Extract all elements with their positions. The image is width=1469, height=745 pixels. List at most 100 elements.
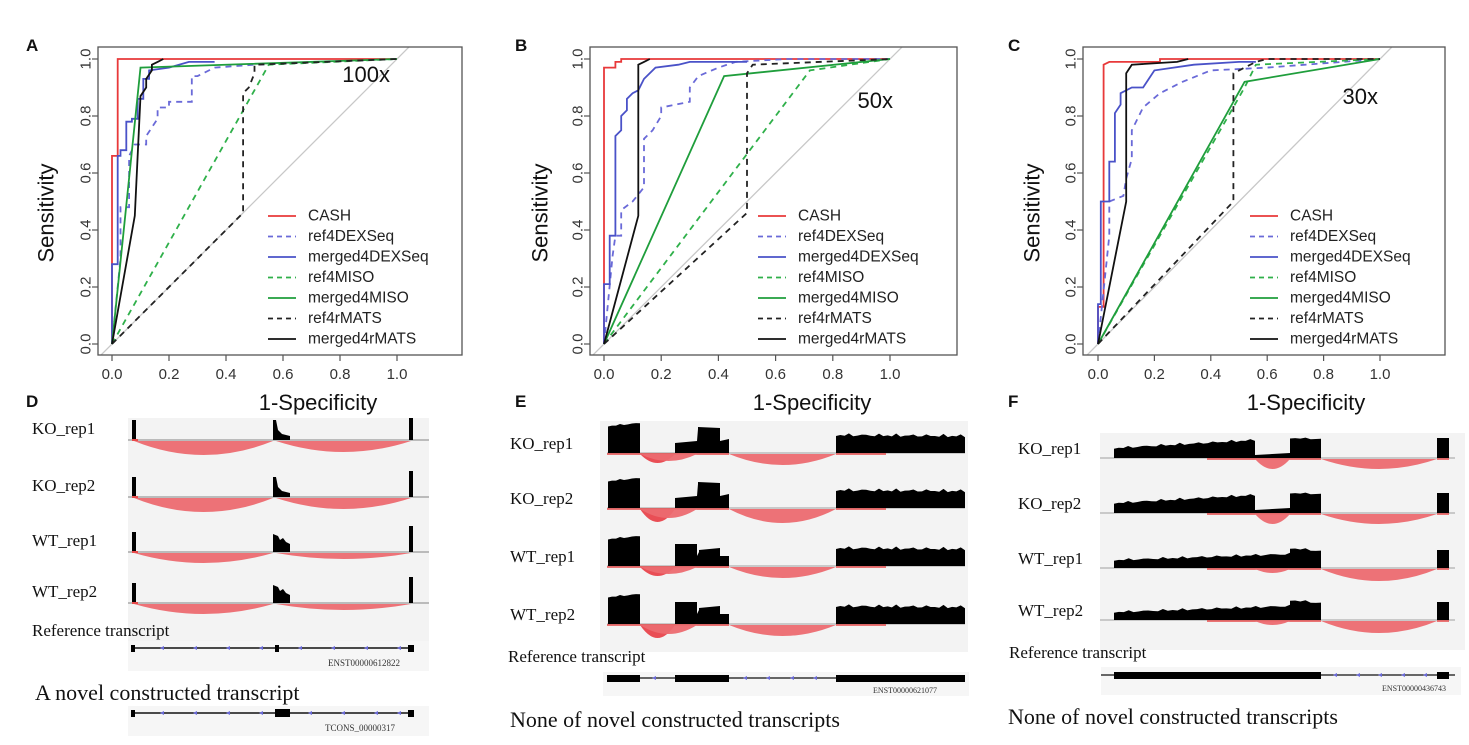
junction-arc	[276, 604, 411, 610]
junction-arc	[134, 604, 273, 614]
plot-frame	[97, 46, 463, 356]
junction-arc	[1255, 514, 1290, 524]
y-tick-label: 0.2	[1063, 277, 1080, 298]
x-tick-label: 0.0	[1088, 366, 1109, 383]
exon-coverage	[409, 526, 413, 552]
legend: CASH ref4DEXSeq merged4DEXSeq ref4MISO merge…	[268, 208, 429, 348]
panel-letter-e: E	[515, 392, 527, 411]
roc-curve-merged4dexseq	[1097, 61, 1256, 344]
roc-curve-cash	[1097, 58, 1380, 344]
legend-entry-ref4miso: ref4MISO	[1290, 269, 1356, 286]
diagonal-reference-line	[100, 47, 410, 355]
panel-f-sashimi: KO_rep1 KO_rep2 WT_rep1 WT_rep2 Reference tr…	[1008, 433, 1465, 729]
coverage-annotation: 50x	[858, 88, 893, 113]
exon-coverage	[409, 418, 413, 440]
legend-entry-ref4miso: ref4MISO	[308, 269, 374, 286]
y-tick-label: 0.6	[78, 163, 95, 184]
y-tick-label: 0.6	[1063, 163, 1080, 184]
y-tick-label: 0.2	[78, 277, 95, 298]
coverage-histogram	[1114, 439, 1255, 458]
coverage-histogram	[273, 420, 290, 440]
coverage-histogram	[1255, 508, 1290, 513]
reference-transcript-id: ENST00000612822	[328, 658, 400, 668]
exon-coverage	[1437, 438, 1449, 458]
exon-coverage	[132, 583, 136, 603]
sample-label-wt_rep2: WT_rep2	[1018, 601, 1083, 620]
x-tick-label: 0.4	[216, 366, 237, 383]
panel-d-sashimi: KO_rep1 KO_rep2 WT_rep1 WT_rep2 Reference tr…	[32, 418, 429, 736]
exon-block	[131, 710, 135, 717]
roc-curve-merged4miso	[1097, 58, 1381, 345]
junction-arc	[1321, 514, 1437, 524]
roc-curve-ref4dexseq	[603, 58, 890, 345]
sample-label-ko_rep2: KO_rep2	[32, 476, 95, 495]
junction-arc	[1255, 459, 1290, 469]
roc-curve-cash	[603, 58, 890, 344]
coverage-histogram	[273, 534, 290, 552]
coverage-histogram	[1290, 600, 1321, 620]
coverage-histogram	[273, 585, 290, 603]
coverage-histogram	[675, 602, 729, 624]
legend-entry-cash: CASH	[1290, 208, 1333, 225]
exon-block	[131, 645, 135, 652]
x-tick-label: 0.2	[1144, 366, 1165, 383]
y-tick-label: 0.4	[1063, 220, 1080, 241]
legend-entry-merged4rmats: merged4rMATS	[308, 331, 416, 348]
roc-curve-ref4rmats	[111, 58, 398, 345]
novel-transcript-label: None of novel constructed transcripts	[1008, 704, 1338, 729]
coverage-histogram	[1290, 548, 1321, 568]
junction-arc	[276, 441, 411, 452]
sample-label-wt_rep1: WT_rep1	[1018, 549, 1083, 568]
novel-transcript-label: None of novel constructed transcripts	[510, 707, 840, 732]
junction-arc	[1255, 621, 1290, 625]
x-tick-label: 0.8	[822, 366, 843, 383]
reference-transcript-label: Reference transcript	[508, 647, 646, 666]
roc-curve-ref4dexseq	[111, 58, 398, 345]
y-tick-label: 1.0	[570, 49, 587, 70]
x-axis-label: 1-Specificity	[753, 390, 872, 415]
roc-curve-merged4dexseq	[111, 61, 215, 344]
junction-arc	[134, 553, 273, 563]
y-tick-label: 0.0	[1063, 334, 1080, 355]
exon-block	[408, 645, 414, 652]
junction-arc	[729, 509, 836, 523]
legend-entry-merged4miso: merged4MISO	[1290, 290, 1391, 307]
legend-entry-merged4dexseq: merged4DEXSeq	[798, 249, 919, 266]
sample-label-ko_rep1: KO_rep1	[32, 419, 95, 438]
coverage-annotation: 100x	[342, 62, 390, 87]
junction-arc	[729, 454, 836, 465]
legend-entry-ref4miso: ref4MISO	[798, 269, 864, 286]
coverage-histogram	[1255, 453, 1290, 458]
roc-curve-merged4miso	[111, 58, 398, 345]
reference-transcript-id: ENST00000621077	[873, 686, 937, 695]
junction-arc	[276, 553, 411, 559]
junction-arc	[729, 567, 836, 578]
y-axis-label: Sensitivity	[1020, 163, 1045, 262]
legend-entry-cash: CASH	[798, 208, 841, 225]
legend-entry-ref4rmats: ref4rMATS	[308, 310, 382, 327]
sample-label-wt_rep1: WT_rep1	[510, 547, 575, 566]
panel-letter-a: A	[26, 36, 39, 55]
exon-coverage	[132, 477, 136, 497]
coverage-histogram	[1290, 492, 1321, 513]
legend-entry-merged4rmats: merged4rMATS	[1290, 331, 1398, 348]
panel-letter-c: C	[1008, 36, 1021, 55]
x-axis-label: 1-Specificity	[259, 390, 378, 415]
roc-curve-ref4rmats	[603, 58, 891, 345]
x-tick-label: 0.4	[708, 366, 729, 383]
exon-block	[675, 675, 729, 682]
exon-coverage	[409, 471, 413, 497]
junction-arc	[1321, 459, 1437, 469]
novel-transcript-id: TCONS_00000317	[325, 723, 396, 733]
coverage-histogram	[1290, 437, 1321, 458]
sample-label-ko_rep1: KO_rep1	[1018, 439, 1081, 458]
y-axis-label: Sensitivity	[528, 163, 553, 262]
legend-entry-ref4dexseq: ref4DEXSeq	[1290, 228, 1376, 245]
x-tick-label: 0.0	[594, 366, 615, 383]
y-tick-label: 0.0	[570, 334, 587, 355]
diagonal-reference-line	[1086, 47, 1393, 355]
legend-entry-ref4dexseq: ref4DEXSeq	[798, 228, 884, 245]
roc-curve-merged4dexseq	[603, 61, 747, 344]
roc-curve-merged4rmats	[603, 58, 651, 345]
junction-arc	[729, 625, 836, 636]
